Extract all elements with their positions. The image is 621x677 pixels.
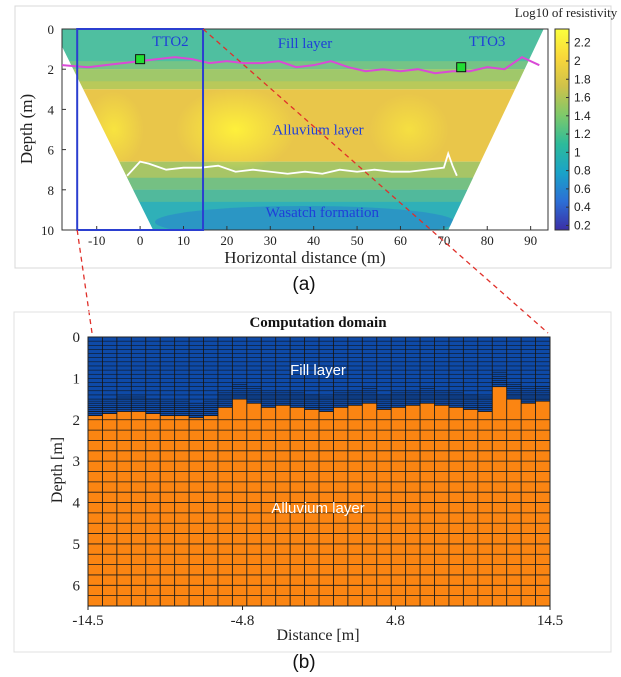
- colorbar: 0.2 0.4 0.6 0.8 1 1.2 1.4 1.6 1.8 2 2.2: [554, 28, 591, 232]
- fill-layer-column: [174, 337, 190, 416]
- colorbar-tick-label: 1: [574, 145, 581, 159]
- borehole-marker: [456, 62, 467, 73]
- x-tick-label: 80: [481, 233, 494, 248]
- fill-layer-column: [145, 337, 161, 414]
- panel-a-axes-box: [61, 28, 549, 231]
- y-tick-label: 3: [73, 454, 81, 470]
- x-tick-label: 10: [177, 233, 190, 248]
- y-tick-label: 10: [41, 223, 54, 238]
- fill-layer-column: [261, 337, 276, 408]
- fill-layer-column: [275, 337, 291, 406]
- fill-layer-column: [217, 337, 233, 408]
- zoom-box: [76, 28, 205, 231]
- y-tick-label: 2: [48, 62, 55, 77]
- panel-a-ylabel: Depth (m): [17, 94, 36, 164]
- panel-b-frame: [13, 311, 612, 653]
- y-tick-label: 2: [73, 413, 81, 429]
- y-tick-label: 4: [73, 496, 81, 512]
- fill-layer-column: [535, 337, 551, 402]
- panel-b: Computation domain -14.5 -4.8 4.8 14.5 0 1 2 3 4…: [13, 311, 612, 673]
- high-resistivity-core: [175, 87, 296, 172]
- zoom-line-right: [202, 28, 549, 334]
- y-tick-label: 1: [73, 371, 81, 387]
- fill-layer-column: [290, 337, 305, 408]
- resistivity-blend-lower: [62, 177, 544, 202]
- panel-b-title: Computation domain: [249, 315, 387, 331]
- x-tick-label: -4.8: [231, 613, 255, 629]
- fill-layer-column: [391, 337, 406, 408]
- fill-layer-column: [304, 337, 320, 410]
- layer-label-fill: Fill layer: [290, 362, 346, 379]
- fill-layer-column: [434, 337, 450, 406]
- x-tick-label: -10: [88, 233, 105, 248]
- colorbar-gradient: [554, 28, 570, 231]
- x-tick-label: 20: [220, 233, 233, 248]
- fill-layer-column: [333, 337, 349, 408]
- panel-b-ticks: -14.5 -4.8 4.8 14.5 0 1 2 3 4 5 6: [72, 330, 563, 629]
- panel-a-xlabel: Horizontal distance (m): [224, 248, 385, 267]
- fill-layer-column: [232, 337, 248, 400]
- y-tick-label: 5: [73, 537, 81, 553]
- fill-layer-column: [102, 337, 118, 414]
- fill-layer-column: [203, 337, 219, 416]
- colorbar-tick-label: 0.8: [574, 164, 591, 178]
- x-tick-label: 0: [137, 233, 144, 248]
- high-resistivity-core-right: [369, 93, 450, 166]
- colorbar-tick-label: 0.4: [574, 200, 591, 214]
- colorbar-label: Log10 of resistivity: [515, 5, 618, 20]
- fill-layer-column: [448, 337, 464, 408]
- fill-layer-column: [463, 337, 479, 410]
- borehole-label: TTO2: [152, 34, 188, 50]
- colorbar-tick-label: 1.4: [574, 109, 591, 123]
- x-tick-label: -14.5: [72, 613, 103, 629]
- colorbar-tick-label: 1.2: [574, 127, 591, 141]
- panel-b-axes-box: [87, 336, 551, 607]
- x-tick-label: 40: [307, 233, 320, 248]
- fill-layer-column: [347, 337, 363, 406]
- fill-layer-column: [189, 337, 204, 418]
- x-tick-label: 14.5: [537, 613, 563, 629]
- fill-layer-column: [405, 337, 421, 406]
- fill-layer-column: [376, 337, 392, 410]
- panel-b-ylabel: Depth [m]: [49, 437, 66, 503]
- zoom-connector-lines: [76, 28, 549, 334]
- borehole-label: TTO3: [469, 34, 505, 50]
- colorbar-tick-label: 2.2: [574, 36, 591, 50]
- fill-layer-column: [88, 337, 103, 416]
- x-tick-label: 90: [524, 233, 537, 248]
- resistivity-blend-upper: [62, 61, 544, 82]
- fill-layer-column: [160, 337, 175, 416]
- x-tick-label: 60: [394, 233, 407, 248]
- y-tick-label: 6: [73, 578, 81, 594]
- y-tick-label: 0: [48, 22, 55, 37]
- colorbar-tick-label: 1.6: [574, 91, 591, 105]
- layer-label-alluvium: Alluvium layer: [271, 500, 364, 517]
- layer-label: Wasatch formation: [266, 205, 380, 221]
- panel-a-label: (a): [292, 274, 315, 295]
- x-tick-label: 4.8: [386, 613, 405, 629]
- y-tick-label: 4: [48, 102, 55, 117]
- colorbar-tick-label: 1.8: [574, 72, 591, 86]
- panel-a-frame: [14, 5, 612, 269]
- mesh-grid: [87, 337, 551, 606]
- y-tick-label: 0: [73, 330, 81, 346]
- x-tick-label: 30: [264, 233, 277, 248]
- panel-b-label: (b): [292, 652, 315, 673]
- y-tick-label: 6: [48, 143, 55, 158]
- panel-b-xlabel: Distance [m]: [276, 627, 359, 644]
- colorbar-tick-label: 0.6: [574, 182, 591, 196]
- fill-layer-column: [506, 337, 522, 400]
- x-tick-label: 50: [351, 233, 364, 248]
- layer-label: Fill layer: [278, 36, 333, 52]
- colorbar-tick-label: 2: [574, 54, 581, 68]
- alluvium-boundary-line: [126, 150, 458, 177]
- borehole-marker: [135, 54, 146, 65]
- colorbar-tick-label: 0.2: [574, 218, 591, 232]
- y-tick-label: 8: [48, 183, 55, 198]
